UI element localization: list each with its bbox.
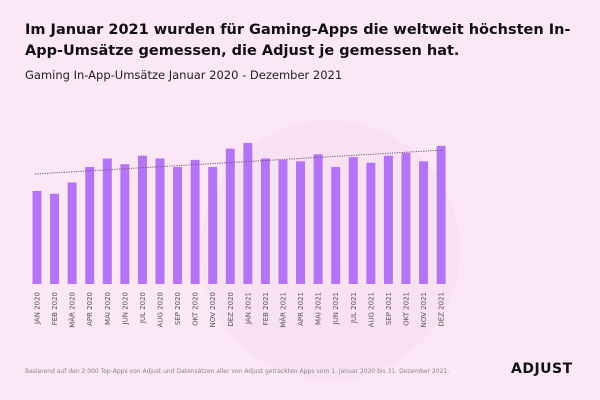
x-tick-label: NOV 2021	[420, 292, 428, 327]
bar	[173, 166, 183, 284]
x-tick-label: NOV 2020	[209, 292, 217, 327]
bar	[225, 148, 235, 284]
x-tick-label: DEZ 2020	[227, 292, 235, 327]
x-tick-label: JUN 2020	[121, 292, 129, 325]
x-tick-label: OKT 2020	[192, 292, 200, 326]
x-tick-label: MAI 2021	[315, 292, 323, 325]
x-tick-label: FEB 2020	[51, 292, 59, 325]
bar	[67, 182, 77, 284]
bar	[208, 166, 218, 284]
bar	[383, 155, 393, 284]
x-tick-label: FEB 2021	[262, 292, 270, 325]
chart-title: Im Januar 2021 wurden für Gaming-Apps di…	[25, 22, 571, 59]
bar	[331, 166, 341, 284]
bar	[436, 145, 446, 284]
bar	[366, 162, 376, 284]
bar	[243, 143, 253, 284]
x-tick-label: AUG 2021	[367, 292, 375, 327]
x-tick-label: JAN 2021	[244, 292, 252, 325]
bar	[137, 155, 147, 284]
trendline	[34, 149, 444, 175]
chart-subtitle: Gaming In-App-Umsätze Januar 2020 - Deze…	[25, 68, 343, 82]
bar	[190, 159, 200, 284]
bar	[260, 158, 270, 284]
bar	[278, 159, 288, 284]
bar	[419, 161, 429, 284]
x-tick-label: SEP 2021	[385, 292, 393, 325]
x-tick-label: AUG 2020	[156, 292, 164, 327]
x-tick-label: SEP 2020	[174, 292, 182, 325]
bar	[348, 157, 358, 284]
bar	[50, 193, 60, 284]
x-tick-label: MAI 2020	[104, 292, 112, 325]
x-tick-label: OKT 2021	[402, 292, 410, 326]
x-tick-label: MÄR 2021	[278, 292, 287, 328]
footnote: Basierend auf den 2.000 Top-Apps von Adj…	[25, 368, 450, 375]
x-tick-label: JUL 2020	[139, 292, 147, 324]
bar	[155, 158, 165, 284]
x-tick-label: JUN 2021	[332, 292, 340, 325]
x-tick-label: APR 2020	[86, 292, 94, 326]
bar	[120, 164, 130, 284]
bar	[85, 166, 95, 284]
bar	[313, 154, 323, 284]
bar	[102, 158, 112, 284]
x-tick-label: JUL 2021	[350, 292, 358, 324]
x-tick-label: DEZ 2021	[438, 292, 446, 327]
adjust-logo: ADJUST	[511, 361, 573, 377]
background-decoration	[200, 120, 460, 380]
bar	[296, 161, 306, 284]
bar	[32, 190, 42, 284]
bar	[401, 152, 411, 284]
x-tick-label: JAN 2020	[34, 292, 42, 325]
x-tick-label: APR 2021	[297, 292, 305, 326]
x-tick-label: MÄR 2020	[68, 292, 77, 328]
